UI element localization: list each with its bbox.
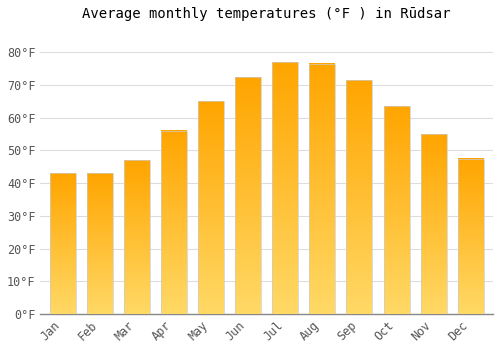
Bar [346, 80, 372, 314]
Title: Average monthly temperatures (°F ) in Rūdsar: Average monthly temperatures (°F ) in Rū… [82, 7, 451, 21]
Bar [124, 160, 150, 314]
Bar [384, 106, 409, 314]
Bar [161, 131, 187, 314]
Bar [420, 134, 446, 314]
Bar [272, 62, 298, 314]
Bar [86, 173, 113, 314]
Bar [310, 64, 336, 314]
Bar [198, 102, 224, 314]
Bar [50, 173, 76, 314]
Bar [458, 159, 484, 314]
Bar [235, 77, 261, 314]
